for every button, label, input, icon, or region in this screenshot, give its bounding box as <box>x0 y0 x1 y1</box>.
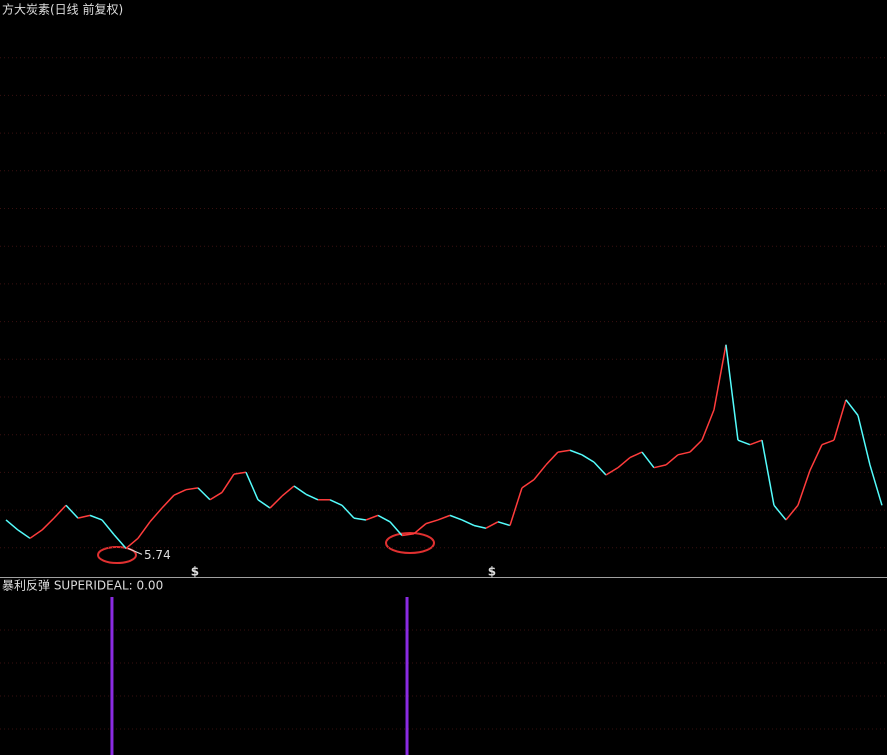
annotation-arrow <box>127 547 143 555</box>
price-segment <box>749 439 763 446</box>
indicator-title: 暴利反弹 SUPERIDEAL: 0.00 <box>2 579 163 593</box>
price-segment <box>5 519 19 531</box>
price-segment <box>197 487 211 501</box>
price-segment <box>689 439 703 453</box>
price-segment <box>41 517 55 531</box>
price-segment <box>425 519 439 525</box>
price-segment <box>773 504 787 521</box>
price-segment <box>437 514 451 521</box>
price-segment <box>257 499 271 509</box>
price-segment <box>137 521 151 539</box>
price-segment <box>413 523 427 535</box>
price-segment <box>797 470 811 506</box>
price-segment <box>17 529 31 539</box>
price-segment <box>653 464 667 469</box>
annotation-label: 5.74 <box>144 548 171 562</box>
price-segment <box>641 451 655 469</box>
price-segment <box>557 449 571 453</box>
price-segment <box>293 485 307 495</box>
highlight-circle <box>97 546 137 564</box>
chart-title: 方大炭素(日线 前复权) <box>2 2 123 17</box>
price-segment <box>533 464 547 481</box>
price-segment <box>473 524 487 529</box>
price-segment <box>677 451 691 456</box>
highlight-circle <box>385 532 435 554</box>
price-segment <box>377 514 391 523</box>
price-segment <box>725 344 739 441</box>
price-segment <box>185 487 199 491</box>
price-segment <box>365 514 379 521</box>
price-segment <box>29 529 43 539</box>
price-segment <box>269 495 283 509</box>
price-segment <box>101 519 115 536</box>
price-segment <box>509 487 523 526</box>
price-segment <box>65 504 79 519</box>
price-segment <box>497 521 511 527</box>
signal-marker: $ <box>191 565 199 579</box>
price-segment <box>665 454 679 466</box>
price-segment <box>245 471 259 501</box>
price-segment <box>461 519 475 527</box>
price-segment <box>173 489 187 496</box>
price-segment <box>125 537 139 549</box>
price-segment <box>233 471 247 475</box>
price-segment <box>713 344 727 411</box>
price-segment <box>569 449 583 456</box>
price-segment <box>761 440 775 506</box>
price-segment <box>281 485 295 497</box>
price-segment <box>221 473 235 493</box>
price-segment <box>341 504 355 519</box>
price-segment <box>545 451 559 466</box>
price-segment <box>581 454 595 463</box>
price-segment <box>485 521 499 529</box>
price-segment <box>149 507 163 523</box>
price-segment <box>329 499 343 506</box>
price-segment <box>869 464 883 506</box>
signal-bar <box>110 597 114 755</box>
price-segment <box>305 493 319 501</box>
price-segment <box>389 521 403 537</box>
price-segment <box>785 504 799 521</box>
price-segment <box>809 444 823 471</box>
price-segment <box>833 399 847 441</box>
price-segment <box>209 491 223 501</box>
price-segment <box>161 494 175 509</box>
price-segment <box>629 451 643 459</box>
price-segment <box>857 415 871 466</box>
price-segment <box>821 439 835 446</box>
price-segment <box>53 504 67 519</box>
price-segment <box>617 457 631 469</box>
signal-marker: $ <box>488 565 496 579</box>
price-segment <box>401 532 415 537</box>
price-segment <box>593 461 607 476</box>
price-segment <box>605 467 619 476</box>
price-segment <box>737 439 751 446</box>
price-segment <box>89 514 103 521</box>
signal-bar <box>405 597 409 755</box>
price-segment <box>77 514 91 519</box>
price-segment <box>845 399 859 416</box>
price-segment <box>449 514 463 521</box>
price-segment <box>113 534 127 549</box>
price-segment <box>521 478 535 489</box>
price-segment <box>353 517 367 521</box>
price-segment <box>701 409 715 441</box>
